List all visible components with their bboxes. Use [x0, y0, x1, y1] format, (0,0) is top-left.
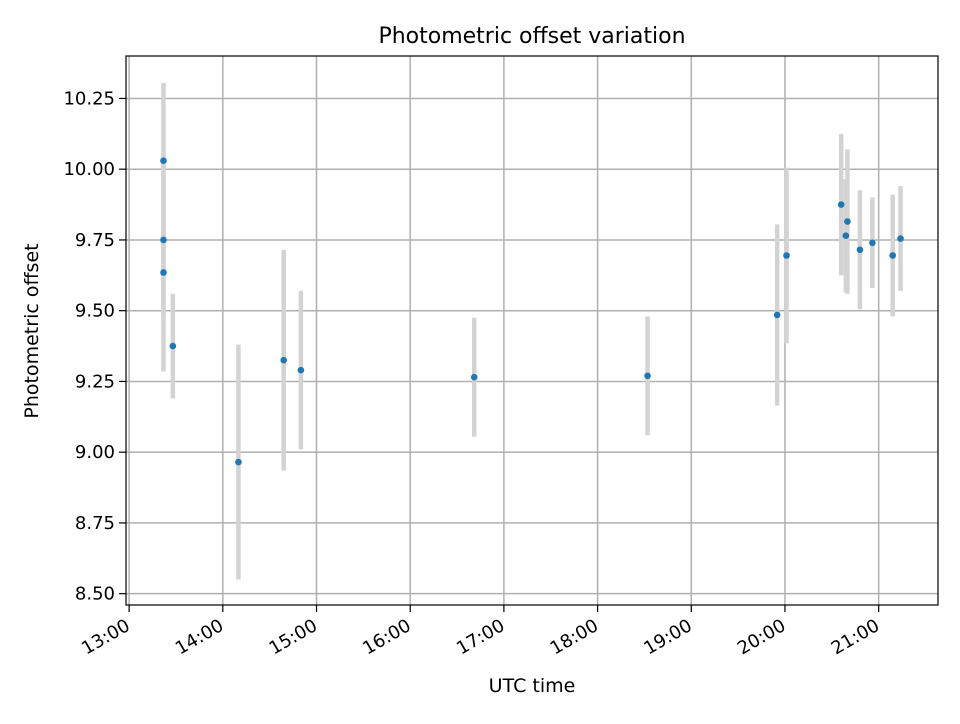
grid-layer — [126, 56, 938, 605]
data-point — [235, 458, 242, 466]
y-tick-label: 10.00 — [63, 159, 115, 180]
y-tick-label: 9.75 — [75, 230, 115, 251]
errorbar-layer — [161, 82, 903, 580]
data-point — [844, 218, 851, 225]
y-tick-label: 10.25 — [63, 88, 115, 109]
data-point — [889, 252, 897, 259]
x-tick-label: 20:00 — [734, 615, 789, 659]
data-point — [644, 372, 651, 380]
plot-frame — [125, 55, 939, 606]
data-point — [160, 157, 167, 165]
x-tick-label: 19:00 — [640, 615, 695, 659]
data-point — [842, 232, 850, 239]
x-tick-label: 15:00 — [266, 615, 321, 659]
data-point — [897, 235, 904, 242]
data-point — [869, 239, 876, 247]
x-tick-label: 16:00 — [359, 615, 414, 659]
y-tick-label: 9.00 — [75, 442, 115, 463]
y-tick-label: 9.25 — [75, 371, 115, 392]
y-axis-label: Photometric offset — [21, 243, 43, 418]
chart-title: Photometric offset variation — [378, 24, 685, 49]
y-tick-label: 8.75 — [75, 513, 115, 534]
x-axis-label: UTC time — [489, 675, 576, 697]
x-tick-label: 14:00 — [172, 615, 227, 659]
point-layer — [160, 157, 904, 466]
x-tick-label: 17:00 — [453, 615, 508, 659]
data-point — [297, 366, 305, 374]
x-tick-label: 13:00 — [78, 615, 133, 659]
data-point — [169, 342, 177, 350]
data-point — [160, 269, 167, 276]
data-point — [160, 236, 167, 244]
x-tick-label: 18:00 — [547, 615, 602, 659]
data-point — [280, 356, 288, 364]
x-tick-label: 21:00 — [828, 615, 883, 659]
data-point — [773, 311, 781, 319]
y-tick-label: 8.50 — [75, 584, 115, 605]
data-point — [837, 201, 845, 208]
data-point — [783, 252, 790, 259]
data-point — [470, 373, 478, 381]
y-tick-label: 9.50 — [75, 301, 115, 322]
data-point — [856, 246, 864, 254]
